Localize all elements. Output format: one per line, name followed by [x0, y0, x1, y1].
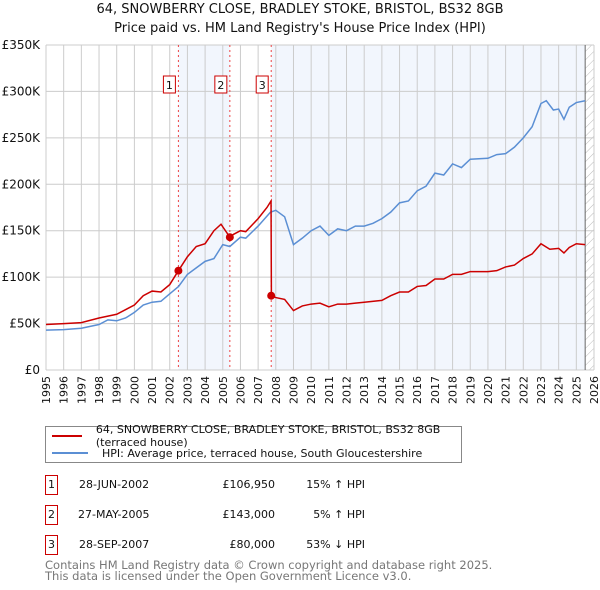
footer-copyright: Contains HM Land Registry data © Crown c…: [45, 558, 493, 572]
y-tick-label: £50K: [9, 317, 41, 331]
y-tick-label: £0: [25, 363, 40, 377]
sale-label-box: [214, 75, 228, 94]
x-tick-label: 1999: [111, 376, 124, 404]
x-tick-label: 2006: [234, 376, 247, 404]
x-tick-label: 2012: [341, 376, 354, 404]
x-tick-label: 2001: [146, 376, 159, 404]
y-tick-label: £100K: [2, 270, 42, 284]
x-tick-label: 2000: [128, 376, 141, 404]
sale-marker-label: 2: [45, 505, 58, 525]
x-tick-label: 1995: [40, 376, 53, 404]
x-tick-label: 2013: [358, 376, 371, 404]
y-tick-label: £200K: [2, 177, 42, 191]
x-tick-label: 2026: [588, 376, 600, 404]
x-tick-label: 1998: [93, 376, 106, 404]
x-tick-label: 2007: [252, 376, 265, 404]
x-tick-label: 2019: [464, 376, 477, 404]
legend-blue-swatch: [52, 452, 88, 454]
sale-date: 27-MAY-2005: [78, 508, 150, 521]
x-tick-label: 2014: [376, 376, 389, 404]
y-tick-label: £250K: [2, 131, 42, 145]
legend-hpi: HPI: Average price, terraced house, Sout…: [102, 446, 423, 460]
sale-label: 1: [166, 79, 173, 92]
x-tick-label: 1996: [58, 376, 71, 404]
price-chart: 1995 1996 1997 1998 1999 2000 2001 2002 2003 2004…: [2, 38, 600, 404]
ownership-shade: [271, 45, 586, 370]
x-tick-label: 2024: [553, 376, 566, 404]
sale-label-box: [162, 75, 176, 94]
legend-red-swatch: [52, 435, 82, 437]
x-tick-label: 2021: [500, 376, 513, 404]
y-tick-label: £150K: [2, 224, 42, 238]
x-tick-label: 2016: [411, 376, 424, 404]
hpi-line: [45, 99, 586, 331]
price-line: [45, 198, 586, 326]
x-tick-label: 2020: [482, 376, 495, 404]
x-tick-label: 2022: [517, 376, 530, 404]
x-tick-label: 2004: [199, 376, 212, 404]
y-tick-label: £350K: [2, 38, 42, 52]
sale-hpi: 15% ↑ HPI: [306, 478, 365, 491]
x-tick-label: 2015: [394, 376, 407, 404]
sale-label-box: [255, 75, 269, 94]
sale-price: £143,000: [222, 508, 276, 521]
sale-date: 28-JUN-2002: [79, 478, 150, 491]
x-tick-label: 2002: [164, 376, 177, 404]
sale-marker-label: 3: [45, 535, 58, 555]
y-tick-label: £300K: [2, 84, 42, 98]
x-tick-label: 2008: [270, 376, 283, 404]
x-tick-label: 2010: [305, 376, 318, 404]
legend-property: 64, SNOWBERRY CLOSE, BRADLEY STOKE, BRIS…: [95, 423, 441, 449]
legend: 64, SNOWBERRY CLOSE, BRADLEY STOKE, BRIS…: [45, 423, 462, 463]
sale-point: [174, 266, 183, 275]
sale-label: 3: [259, 79, 266, 92]
sale-date: 28-SEP-2007: [79, 538, 150, 551]
x-tick-label: 2023: [535, 376, 548, 404]
sale-hpi: 5% ↑ HPI: [313, 508, 365, 521]
sale-hpi: 53% ↓ HPI: [306, 538, 365, 551]
footer-licence: This data is licensed under the Open Gov…: [45, 569, 412, 583]
x-tick-label: 2017: [429, 376, 442, 404]
x-tick-label: 2009: [287, 376, 300, 404]
x-tick-label: 1997: [75, 376, 88, 404]
x-tick-label: 2003: [181, 376, 194, 404]
x-tick-label: 2011: [323, 376, 336, 404]
x-tick-label: 2025: [570, 376, 583, 404]
sale-label: 2: [217, 79, 224, 92]
chart-subtitle: Price paid vs. HM Land Registry's House …: [114, 21, 486, 36]
chart-title: 64, SNOWBERRY CLOSE, BRADLEY STOKE, BRIS…: [96, 2, 504, 17]
sale-marker-label: 1: [45, 475, 58, 495]
sale-price: £80,000: [229, 538, 276, 551]
forecast-hatch: [585, 45, 594, 370]
footer: Contains HM Land Registry data © Crown c…: [45, 558, 493, 583]
sale-point: [225, 233, 234, 242]
sale-price: £106,950: [222, 478, 276, 491]
x-tick-label: 2005: [217, 376, 230, 404]
sale-point: [267, 291, 276, 300]
x-tick-label: 2018: [447, 376, 460, 404]
ownership-shade: [178, 45, 230, 370]
